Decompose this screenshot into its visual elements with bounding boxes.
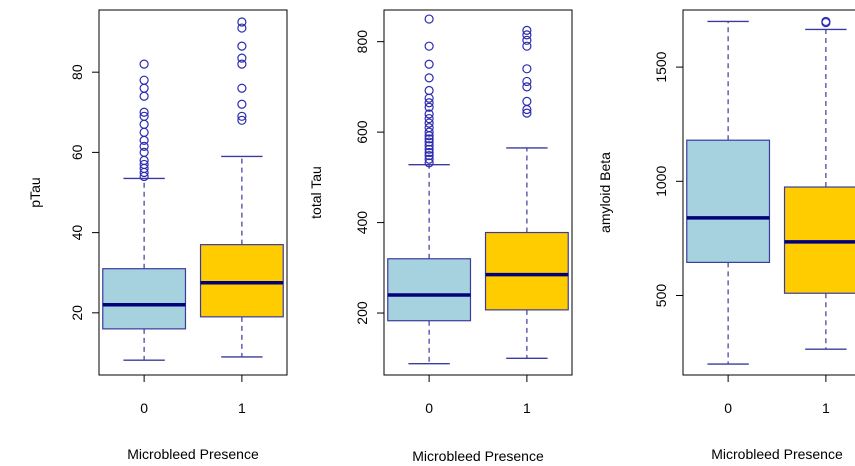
box-group-1: [484, 25, 569, 359]
y-tick-label: 1000: [653, 166, 669, 197]
x-tick-label: 1: [523, 400, 531, 416]
y-tick-label: 40: [69, 225, 85, 241]
outlier-point: [139, 107, 149, 117]
outlier-point: [139, 59, 149, 69]
outlier-point: [424, 144, 434, 154]
y-tick-label: 80: [69, 64, 85, 80]
outlier-point: [522, 76, 532, 87]
box-group-0: [686, 20, 771, 365]
outlier-point: [237, 99, 247, 109]
outlier-point: [237, 23, 247, 33]
outlier-point: [237, 59, 247, 69]
outlier-point: [522, 35, 532, 45]
boxplot-panel-amyloid-beta: 500 1000 1500 0 1 Microbleed Presence amyloid …: [597, 9, 855, 462]
outlier-point: [424, 73, 434, 83]
outlier-point: [522, 30, 532, 40]
outlier-point: [139, 75, 149, 85]
outlier-point: [237, 115, 247, 125]
outlier-point: [424, 147, 434, 158]
outlier-point: [139, 147, 149, 157]
outlier-point: [139, 91, 149, 101]
iqr-box: [484, 231, 569, 311]
boxplot-panel-ptau: 20 40 60 80 0 1 Microbleed Presence pTau: [27, 9, 288, 462]
outlier-point: [522, 41, 532, 51]
outlier-point: [424, 137, 434, 147]
iqr-box: [686, 139, 771, 263]
x-axis-label: Microbleed Presence: [412, 448, 544, 464]
x-tick-label: 0: [140, 400, 148, 416]
outlier-point: [522, 108, 532, 118]
outlier-point: [237, 111, 247, 121]
y-axis-label: pTau: [27, 177, 43, 207]
outlier-point: [424, 41, 434, 51]
iqr-box: [199, 244, 284, 318]
y-tick-label: 20: [69, 305, 85, 321]
outlier-point: [139, 83, 149, 93]
outlier-point: [424, 151, 434, 161]
x-axis-label: Microbleed Presence: [711, 446, 843, 462]
y-tick-label: 500: [653, 284, 669, 308]
outlier-point: [424, 85, 434, 96]
outlier-point: [424, 98, 434, 108]
outlier-point: [522, 96, 532, 106]
plot-frame: [98, 9, 288, 376]
outlier-point: [424, 122, 434, 133]
outlier-point: [424, 102, 434, 112]
outlier-point: [139, 141, 149, 151]
outlier-point: [821, 16, 831, 27]
outlier-point: [424, 113, 434, 124]
outlier-point: [139, 111, 149, 121]
outlier-point: [424, 134, 434, 144]
outlier-point: [237, 17, 247, 27]
outlier-point: [424, 109, 434, 119]
y-axis-label: amyloid Beta: [597, 152, 613, 233]
boxplot-panel-total-tau: 200 400 600 800 0 1 Microbleed Presence total T…: [308, 9, 573, 464]
iqr-box: [102, 268, 187, 330]
outlier-point: [424, 118, 434, 128]
x-tick-label: 1: [822, 400, 830, 416]
outlier-point: [139, 135, 149, 145]
outlier-point: [237, 53, 247, 63]
y-tick-label: 1500: [653, 51, 669, 82]
outlier-point: [139, 127, 149, 137]
box-group-0: [102, 59, 187, 361]
outlier-point: [522, 64, 532, 74]
outlier-point: [424, 127, 434, 137]
outlier-point: [522, 82, 532, 92]
y-tick-label: 800: [354, 30, 370, 54]
outlier-point: [237, 83, 247, 93]
outlier-point: [424, 59, 434, 69]
plot-frame: [383, 9, 573, 376]
box-group-1: [199, 17, 284, 358]
outlier-point: [424, 141, 434, 151]
x-tick-label: 1: [238, 400, 246, 416]
plot-frame: [682, 9, 855, 376]
y-tick-label: 60: [69, 144, 85, 160]
box-group-1: [783, 16, 855, 350]
outlier-point: [522, 25, 532, 35]
outlier-point: [424, 14, 434, 24]
outlier-point: [139, 159, 149, 170]
x-axis-label: Microbleed Presence: [127, 446, 259, 462]
y-tick-label: 600: [354, 120, 370, 144]
outlier-point: [237, 41, 247, 51]
x-tick-label: 0: [724, 400, 732, 416]
box-group-0: [387, 14, 472, 365]
x-tick-label: 0: [425, 400, 433, 416]
y-tick-label: 200: [354, 301, 370, 325]
outlier-point: [139, 119, 149, 129]
y-axis-label: total Tau: [308, 166, 324, 219]
iqr-box: [387, 258, 472, 322]
outlier-point: [424, 154, 434, 164]
y-tick-label: 400: [354, 211, 370, 235]
outlier-point: [424, 158, 434, 168]
